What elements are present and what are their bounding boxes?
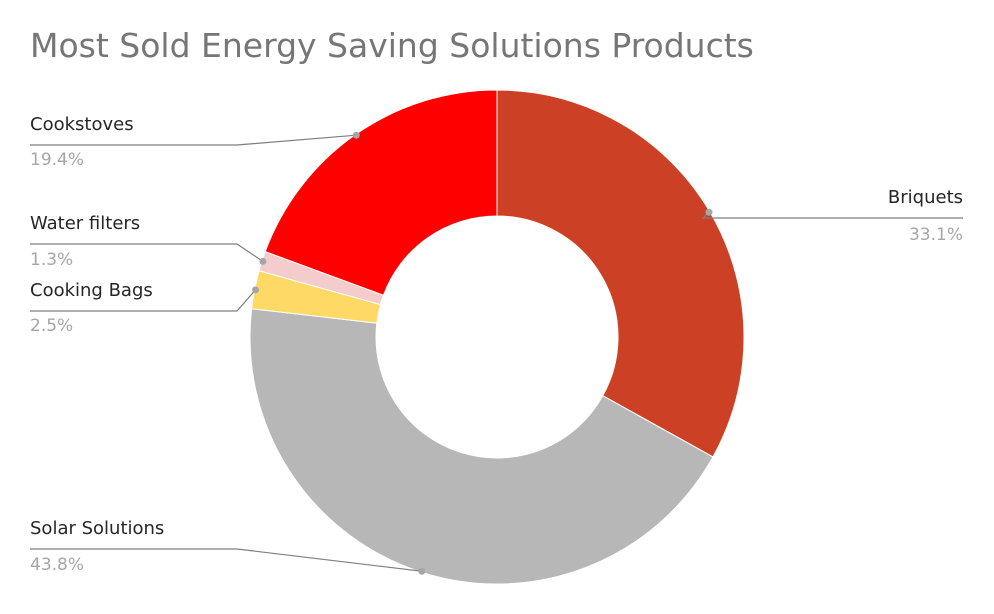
leader-line-cookstoves: [30, 134, 357, 146]
label-name-solar-solutions: Solar Solutions: [30, 518, 164, 539]
leader-line-water-filters: [30, 243, 264, 262]
chart-title: Most Sold Energy Saving Solutions Produc…: [30, 26, 754, 65]
slices-group: [249, 89, 745, 585]
slice-cookstoves: [264, 89, 498, 296]
leader-line-solar-solutions: [30, 548, 422, 572]
label-percent-solar-solutions: 43.8%: [30, 555, 84, 575]
slice-briquets: [496, 89, 745, 458]
leader-line-cooking-bags: [30, 289, 257, 312]
label-name-briquets: Briquets: [888, 187, 963, 208]
leader-dot-cooking-bags: [252, 286, 260, 294]
label-percent-cookstoves: 19.4%: [30, 150, 84, 170]
leader-dot-briquets: [705, 208, 713, 216]
labels-group: Briquets 33.1% Solar Solutions 43.8% Cooking…: [30, 114, 963, 575]
label-name-water-filters: Water filters: [30, 213, 140, 234]
label-percent-cooking-bags: 2.5%: [30, 316, 73, 336]
label-name-cooking-bags: Cooking Bags: [30, 280, 153, 301]
label-name-cookstoves: Cookstoves: [30, 114, 134, 135]
leader-line-briquets: [701, 211, 963, 219]
leader-dot-cookstoves: [352, 131, 360, 139]
label-percent-water-filters: 1.3%: [30, 250, 73, 270]
leader-lines-group: [30, 131, 963, 575]
leader-dot-solar-solutions: [418, 567, 426, 575]
label-percent-briquets: 33.1%: [909, 225, 963, 245]
leader-dot-water-filters: [259, 257, 267, 265]
slice-solar-solutions: [249, 308, 714, 585]
